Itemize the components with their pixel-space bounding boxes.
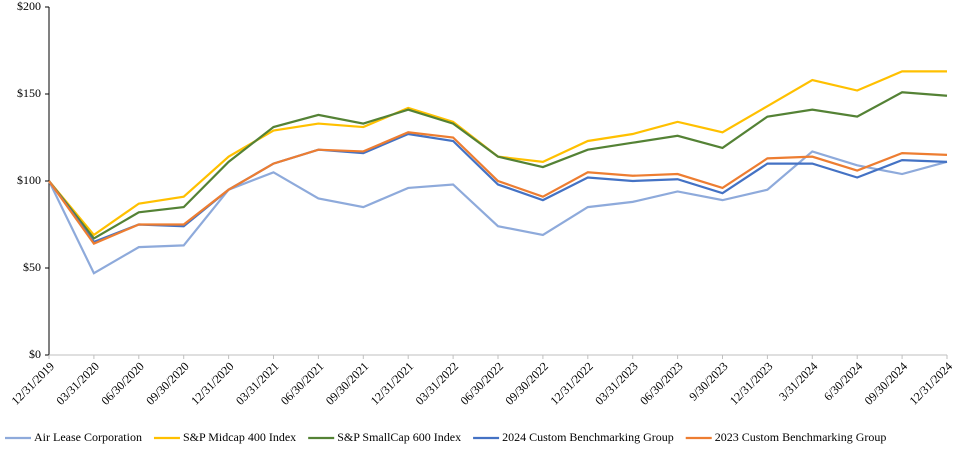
line-series xyxy=(48,91,948,240)
line-series xyxy=(48,70,947,237)
x-tick-label: 6/30/2024 xyxy=(821,359,865,403)
x-tick-label: 12/31/2021 xyxy=(368,359,417,408)
x-tick-label: 9/30/2023 xyxy=(686,359,730,403)
line-series xyxy=(48,150,948,275)
x-tick-label: 12/31/2022 xyxy=(547,359,596,408)
legend-label: S&P Midcap 400 Index xyxy=(183,430,296,444)
x-tick-label: 09/30/2024 xyxy=(862,359,911,408)
x-tick-label: 12/31/2020 xyxy=(188,359,237,408)
x-tick-label: 06/30/2022 xyxy=(458,359,507,408)
x-tick-label: 06/30/2020 xyxy=(98,359,147,408)
y-tick-label: $0 xyxy=(29,347,41,361)
x-tick-label: 03/31/2022 xyxy=(413,359,462,408)
x-tick-label: 12/31/2019 xyxy=(9,359,58,408)
x-tick-label: 3/31/2024 xyxy=(776,359,820,403)
x-tick-label: 12/31/2023 xyxy=(727,359,776,408)
x-tick-label: 03/31/2020 xyxy=(53,359,102,408)
legend-label: 2023 Custom Benchmarking Group xyxy=(715,430,887,444)
x-tick-label: 12/31/2024 xyxy=(907,359,956,408)
x-tick-label: 09/30/2022 xyxy=(502,359,551,408)
x-tick-label: 09/30/2020 xyxy=(143,359,192,408)
y-tick-label: $50 xyxy=(23,260,41,274)
y-tick-label: $100 xyxy=(17,173,41,187)
legend-label: Air Lease Corporation xyxy=(34,430,142,444)
x-tick-label: 09/30/2021 xyxy=(323,359,372,408)
y-tick-label: $200 xyxy=(17,0,41,13)
legend-label: S&P SmallCap 600 Index xyxy=(337,430,461,444)
legend-label: 2024 Custom Benchmarking Group xyxy=(502,430,674,444)
x-tick-label: 06/30/2021 xyxy=(278,359,327,408)
line-series xyxy=(48,131,948,245)
x-tick-label: 03/31/2021 xyxy=(233,359,282,408)
x-tick-label: 03/31/2023 xyxy=(592,359,641,408)
x-tick-label: 06/30/2023 xyxy=(637,359,686,408)
y-tick-label: $150 xyxy=(17,86,41,100)
